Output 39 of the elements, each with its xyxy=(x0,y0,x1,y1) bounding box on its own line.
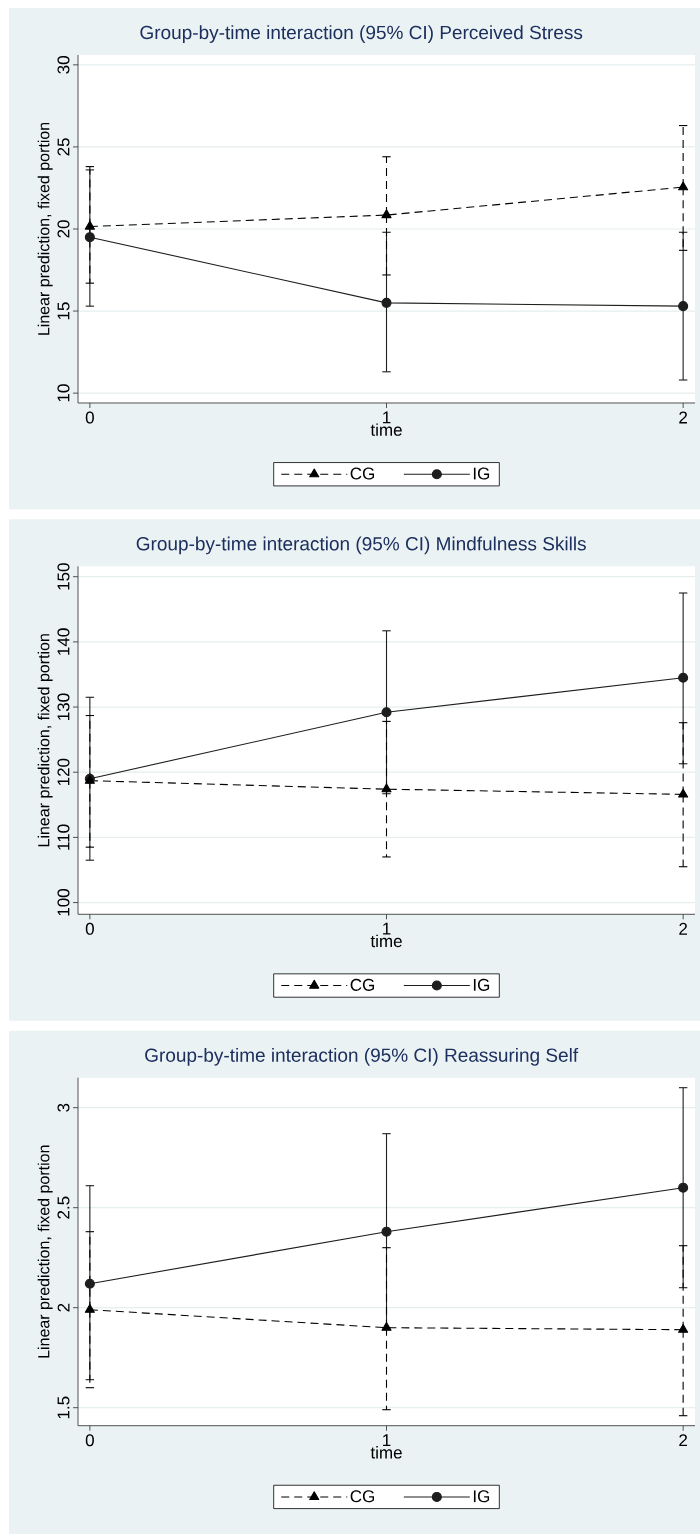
y-tick-label: 120 xyxy=(57,758,70,786)
y-tick-label: 100 xyxy=(57,889,70,916)
y-tick-label: 25 xyxy=(57,138,70,156)
x-tick-label: 0 xyxy=(85,411,94,424)
x-tick-label: 1 xyxy=(383,922,391,935)
y-tick-label: 110 xyxy=(57,824,70,850)
y-tick-label: 150 xyxy=(57,563,70,590)
y-axis-title: Linear prediction, fixed portion xyxy=(37,122,53,335)
y-tick-label: 140 xyxy=(57,628,70,655)
y-tick-label: 15 xyxy=(57,302,70,320)
x-tick-label: 2 xyxy=(679,411,688,424)
x-tick-label: 2 xyxy=(679,922,688,935)
y-tick-label: 3 xyxy=(57,1103,70,1112)
y-axis-title: Linear prediction, fixed portion xyxy=(37,634,53,847)
x-axis-title: time xyxy=(370,423,402,436)
chart-title: Group-by-time interaction (95% CI) Reassuring Self xyxy=(145,1047,579,1066)
x-tick-label: 0 xyxy=(85,922,94,935)
legend-label: IG xyxy=(473,467,490,480)
legend-label: CG xyxy=(350,1490,375,1503)
chart-title: Group-by-time interaction (95% CI) Mindfulness Skills xyxy=(136,536,586,555)
x-tick-label: 0 xyxy=(85,1434,94,1447)
x-tick-label: 1 xyxy=(383,1434,391,1446)
y-axis-title: Linear prediction, fixed portion xyxy=(37,1145,53,1358)
legend-label: CG xyxy=(350,467,375,480)
legend-label: IG xyxy=(473,978,490,991)
y-tick-label: 2 xyxy=(57,1303,70,1312)
x-tick-label: 1 xyxy=(383,411,391,424)
y-tick-label: 30 xyxy=(57,56,70,74)
x-axis-title: time xyxy=(370,934,402,948)
y-tick-label: 10 xyxy=(57,384,70,402)
y-tick-label: 1.5 xyxy=(57,1396,70,1419)
y-tick-label: 130 xyxy=(57,693,70,720)
legend-label: CG xyxy=(350,978,375,991)
legend-label: IG xyxy=(473,1490,490,1503)
y-tick-label: 20 xyxy=(57,220,70,238)
y-tick-label: 2.5 xyxy=(57,1196,70,1219)
x-tick-label: 2 xyxy=(679,1434,688,1447)
chart-title: Group-by-time interaction (95% CI) Perceived Stress xyxy=(140,25,583,43)
x-axis-title: time xyxy=(370,1446,402,1459)
